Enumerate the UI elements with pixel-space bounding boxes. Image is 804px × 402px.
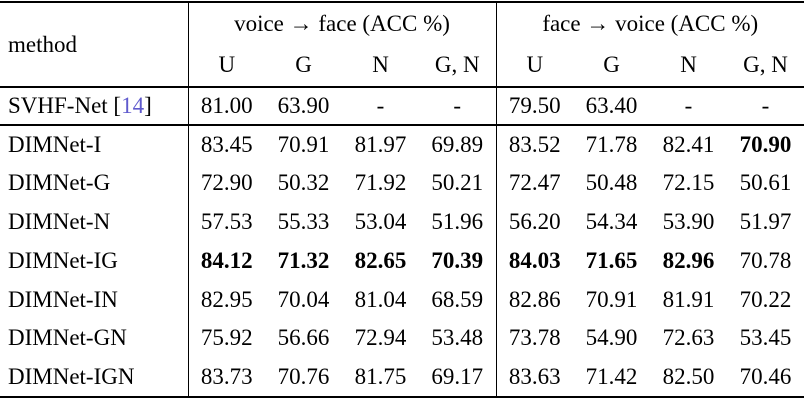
citation-link[interactable]: 14 <box>121 93 145 118</box>
sub-header-g: G <box>295 52 312 77</box>
value-cell: 51.97 <box>739 208 792 234</box>
value-cell: 50.48 <box>585 170 638 196</box>
value-cell: 53.48 <box>431 325 484 351</box>
value-cell: 56.66 <box>277 325 330 351</box>
table-body: SVHF-Net [14] 81.00 63.90 - - 79.50 63.40 - - DIM… <box>0 87 804 397</box>
value-cell: 81.04 <box>354 286 407 312</box>
value-cell: 82.95 <box>187 280 265 319</box>
sub-header-u: U <box>495 44 573 87</box>
value-cell: - <box>376 93 385 118</box>
method-cell: SVHF-Net [14] <box>8 93 152 118</box>
value-cell: 72.94 <box>354 325 407 351</box>
value-cell: 72.90 <box>187 163 265 203</box>
value-cell: 70.90 <box>739 131 792 157</box>
value-cell: 83.73 <box>187 357 265 397</box>
value-cell: 63.90 <box>277 93 330 118</box>
value-cell: 70.46 <box>739 363 792 389</box>
value-cell: 81.75 <box>354 363 407 389</box>
value-cell: 70.22 <box>739 286 792 312</box>
value-cell: 81.91 <box>662 286 715 312</box>
table-row: DIMNet-IGN 83.73 70.76 81.75 69.17 83.63 71.42… <box>0 357 804 397</box>
value-cell: 70.78 <box>739 247 792 273</box>
method-cell: DIMNet-GN <box>8 325 127 351</box>
value-cell: 82.50 <box>662 363 715 389</box>
value-cell: 71.42 <box>585 363 638 389</box>
value-cell: 70.39 <box>431 247 484 273</box>
sub-header-n: N <box>372 52 389 77</box>
value-cell: 71.92 <box>354 170 407 196</box>
sub-header-gn: G, N <box>743 52 788 77</box>
sub-header-gn: G, N <box>434 52 480 77</box>
value-cell: 54.34 <box>585 208 638 234</box>
sub-header-n: N <box>680 52 697 77</box>
value-cell: - <box>684 93 693 118</box>
value-cell: 53.04 <box>354 208 407 234</box>
group-header-face-to-voice: face → voice (ACC %) <box>495 2 804 44</box>
value-cell: 69.89 <box>431 131 484 157</box>
value-cell: 69.17 <box>431 363 484 389</box>
value-cell: 82.86 <box>495 280 573 319</box>
value-cell: 73.78 <box>495 318 573 358</box>
group-header-voice-to-face: voice → face (ACC %) <box>187 2 496 44</box>
value-cell: 71.78 <box>585 131 638 157</box>
table-row: DIMNet-G 72.90 50.32 71.92 50.21 72.47 50.48 72… <box>0 163 804 203</box>
table-row: DIMNet-IG 84.12 71.32 82.65 70.39 84.03 71.65 8… <box>0 241 804 281</box>
value-cell: 55.33 <box>277 208 330 234</box>
value-cell: 82.96 <box>662 247 715 273</box>
method-cell: DIMNet-N <box>8 208 111 234</box>
value-cell: 70.04 <box>277 286 330 312</box>
table-header: method voice → face (ACC %) face → voice… <box>0 2 804 87</box>
value-cell: 53.90 <box>662 208 715 234</box>
value-cell: 63.40 <box>585 93 638 118</box>
method-cell: DIMNet-IG <box>8 247 118 273</box>
method-cell: DIMNet-G <box>8 170 111 196</box>
method-cell: DIMNet-I <box>8 131 102 157</box>
value-cell: 71.32 <box>277 247 330 273</box>
value-cell: 70.76 <box>277 363 330 389</box>
value-cell: 79.50 <box>495 87 573 125</box>
table-row: DIMNet-GN 75.92 56.66 72.94 53.48 73.78 54.90 7… <box>0 318 804 358</box>
value-cell: 81.00 <box>187 87 265 125</box>
value-cell: - <box>761 93 770 118</box>
value-cell: 56.20 <box>495 202 573 242</box>
value-cell: 50.21 <box>431 170 484 196</box>
sub-header-u: U <box>187 44 265 87</box>
table-row: DIMNet-I 83.45 70.91 81.97 69.89 83.52 71.78 82… <box>0 125 804 164</box>
value-cell: - <box>453 93 462 118</box>
value-cell: 57.53 <box>187 202 265 242</box>
value-cell: 50.32 <box>277 170 330 196</box>
value-cell: 72.15 <box>662 170 715 196</box>
group-header-row: method voice → face (ACC %) face → voice… <box>0 2 804 57</box>
sub-header-row: U G N G, N U G N G, N <box>0 44 804 87</box>
value-cell: 83.52 <box>495 125 573 164</box>
value-cell: 83.45 <box>187 125 265 164</box>
value-cell: 70.91 <box>585 286 638 312</box>
value-cell: 84.03 <box>495 241 573 281</box>
value-cell: 75.92 <box>187 318 265 358</box>
table-row: DIMNet-N 57.53 55.33 53.04 51.96 56.20 54.34 53… <box>0 202 804 242</box>
value-cell: 84.12 <box>187 241 265 281</box>
method-column-header: method <box>8 31 77 57</box>
value-cell: 71.65 <box>585 247 638 273</box>
method-cell: DIMNet-IN <box>8 286 118 312</box>
value-cell: 82.65 <box>354 247 407 273</box>
sub-header-g: G <box>603 52 620 77</box>
value-cell: 70.91 <box>277 131 330 157</box>
method-cell: DIMNet-IGN <box>8 363 135 389</box>
value-cell: 72.47 <box>495 163 573 203</box>
value-cell: 51.96 <box>431 208 484 234</box>
value-cell: 81.97 <box>354 131 407 157</box>
value-cell: 83.63 <box>495 357 573 397</box>
value-cell: 82.41 <box>662 131 715 157</box>
value-cell: 72.63 <box>662 325 715 351</box>
table-row: SVHF-Net [14] 81.00 63.90 - - 79.50 63.40 - - <box>0 87 804 125</box>
value-cell: 68.59 <box>431 286 484 312</box>
value-cell: 50.61 <box>739 170 792 196</box>
value-cell: 53.45 <box>739 325 792 351</box>
table-row: DIMNet-IN 82.95 70.04 81.04 68.59 82.86 70.91 8… <box>0 280 804 319</box>
value-cell: 54.90 <box>585 325 638 351</box>
